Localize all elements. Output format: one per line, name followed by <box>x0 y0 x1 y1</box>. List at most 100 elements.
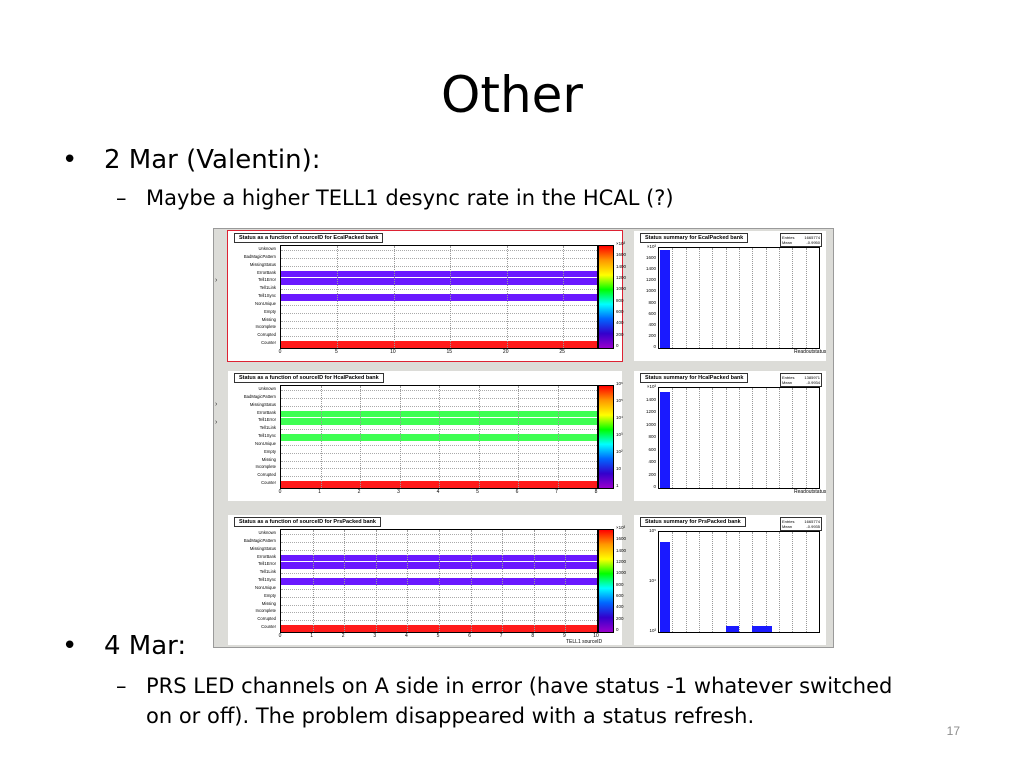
row-label: Unknown <box>258 386 276 391</box>
grid-line <box>685 248 687 348</box>
color-scale-label: 0 <box>616 627 619 632</box>
summary-x-label: Readoutstatus <box>794 349 827 355</box>
x-tick-label: 10 <box>593 633 599 639</box>
heatmap-band <box>281 278 597 286</box>
grid-line <box>407 530 409 632</box>
heatmap-title: Status as a function of sourceID for Hca… <box>234 373 384 383</box>
stats-row: Entries 1385971 <box>782 375 820 380</box>
color-scale-label: 600 <box>616 309 624 314</box>
status-summary-panel: Status summary for HcalPacked bank Entrie… <box>634 371 826 501</box>
sub-bullet-2-line2: on or off). The problem disappeared with… <box>146 704 755 728</box>
grid-line <box>344 530 346 632</box>
row-label: NonUnique <box>255 584 276 590</box>
x-tick-label: 0 <box>278 349 282 355</box>
y-tick-label: 600 <box>648 310 656 316</box>
row-label: Tell1Error <box>258 561 276 567</box>
color-scale-label: 200 <box>616 615 624 621</box>
x-tick-label: 15 <box>446 349 453 355</box>
stats-value: -0.9935 <box>806 524 820 529</box>
grid-line <box>533 530 535 632</box>
x-tick-label: 2 <box>357 489 361 495</box>
y-tick-label: 1400 <box>645 396 656 402</box>
row-label: Counter <box>261 340 276 346</box>
row-label: ErrorBank <box>257 269 276 275</box>
stats-row: Mean -0.9935 <box>782 524 820 529</box>
y-tick-label: 200 <box>648 471 656 477</box>
x-tick-label: 6 <box>515 489 519 495</box>
color-scale-label: 400 <box>616 320 624 326</box>
stats-key: Entries <box>782 519 795 524</box>
grid-line <box>805 388 807 488</box>
y-tick-label: 400 <box>648 321 656 327</box>
heatmap-title: Status as a function of sourceID for Prs… <box>234 517 381 527</box>
stats-key: Entries <box>782 375 795 380</box>
row-label: Empty <box>264 592 276 598</box>
color-scale-label: 10⁶ <box>616 381 623 386</box>
color-scale-bar <box>598 245 614 349</box>
sub-bullet-1-text: Maybe a higher TELL1 desync rate in the … <box>146 186 674 210</box>
grid-line <box>281 328 597 330</box>
histogram-bar <box>660 542 671 632</box>
row-label: Corrupted <box>257 472 276 478</box>
grid-line <box>502 530 504 632</box>
color-scale-label: 800 <box>616 297 624 303</box>
x-tick-label: 1 <box>310 633 313 639</box>
stats-value: 1385971 <box>804 375 820 380</box>
stats-row: Entries 1665774 <box>782 519 820 524</box>
grid-line <box>320 386 322 488</box>
row-label: Tell1Link <box>259 569 276 575</box>
grid-line <box>739 248 740 348</box>
grid-line <box>712 532 714 632</box>
grid-line <box>565 530 567 632</box>
stats-key: Mean <box>782 524 793 529</box>
x-tick-label: 3 <box>397 489 400 495</box>
frame-arrow-icon: › <box>215 401 218 408</box>
grid-line <box>312 530 314 632</box>
x-tick-label: 5 <box>436 633 440 639</box>
stats-value: 1665774 <box>804 519 820 524</box>
status-heatmap-panel: Status as a function of sourceID for Eca… <box>227 230 626 362</box>
y-tick-label: ×10³ <box>646 384 656 389</box>
grid-line <box>506 246 508 348</box>
summary-title: Status summary for PrsPacked bank <box>640 517 746 527</box>
grid-line <box>672 532 674 632</box>
summary-title: Status summary for HcalPacked bank <box>640 373 749 383</box>
row-label: Tell1Error <box>258 417 276 423</box>
stats-key: Mean <box>782 380 793 385</box>
status-heatmap-panel: Status as a function of sourceID for Prs… <box>228 515 626 645</box>
y-tick-label: 600 <box>648 446 656 452</box>
y-tick-label: 10⁵ <box>649 528 656 533</box>
grid-line <box>281 304 597 306</box>
grid-line <box>765 388 767 488</box>
color-scale-label: 200 <box>616 331 624 337</box>
color-scale-label: 1600 <box>616 536 627 542</box>
grid-line <box>375 530 377 632</box>
y-tick-label: 1000 <box>645 288 656 294</box>
color-scale-label: 10 <box>616 466 622 471</box>
row-label: BadMagicPattern <box>243 537 276 543</box>
grid-line <box>439 386 440 488</box>
y-tick-label: 400 <box>648 459 656 464</box>
grid-line <box>752 388 754 488</box>
y-tick-label: 200 <box>648 332 656 338</box>
row-label: Unknown <box>258 530 276 535</box>
grid-line <box>725 388 727 488</box>
color-scale-label: 0 <box>616 343 619 348</box>
y-tick-label: 800 <box>648 299 656 305</box>
x-tick-label: 20 <box>502 349 509 355</box>
grid-line <box>752 248 754 348</box>
y-tick-label: 0 <box>653 484 656 489</box>
grid-line <box>672 248 674 348</box>
color-scale-label: 1000 <box>616 286 627 292</box>
color-scale-label: 1400 <box>616 263 627 269</box>
grid-line <box>765 532 767 632</box>
row-label: Missing <box>261 456 276 462</box>
color-scale-bar <box>598 385 614 489</box>
row-label: Tell1Sync <box>258 577 276 583</box>
heatmap-plot-area <box>280 385 598 489</box>
stats-value: -0.9934 <box>806 380 820 385</box>
x-tick-label: 6 <box>468 633 471 639</box>
stats-key: Mean <box>782 240 793 245</box>
y-tick-label: 800 <box>648 434 656 439</box>
grid-line <box>563 246 565 348</box>
